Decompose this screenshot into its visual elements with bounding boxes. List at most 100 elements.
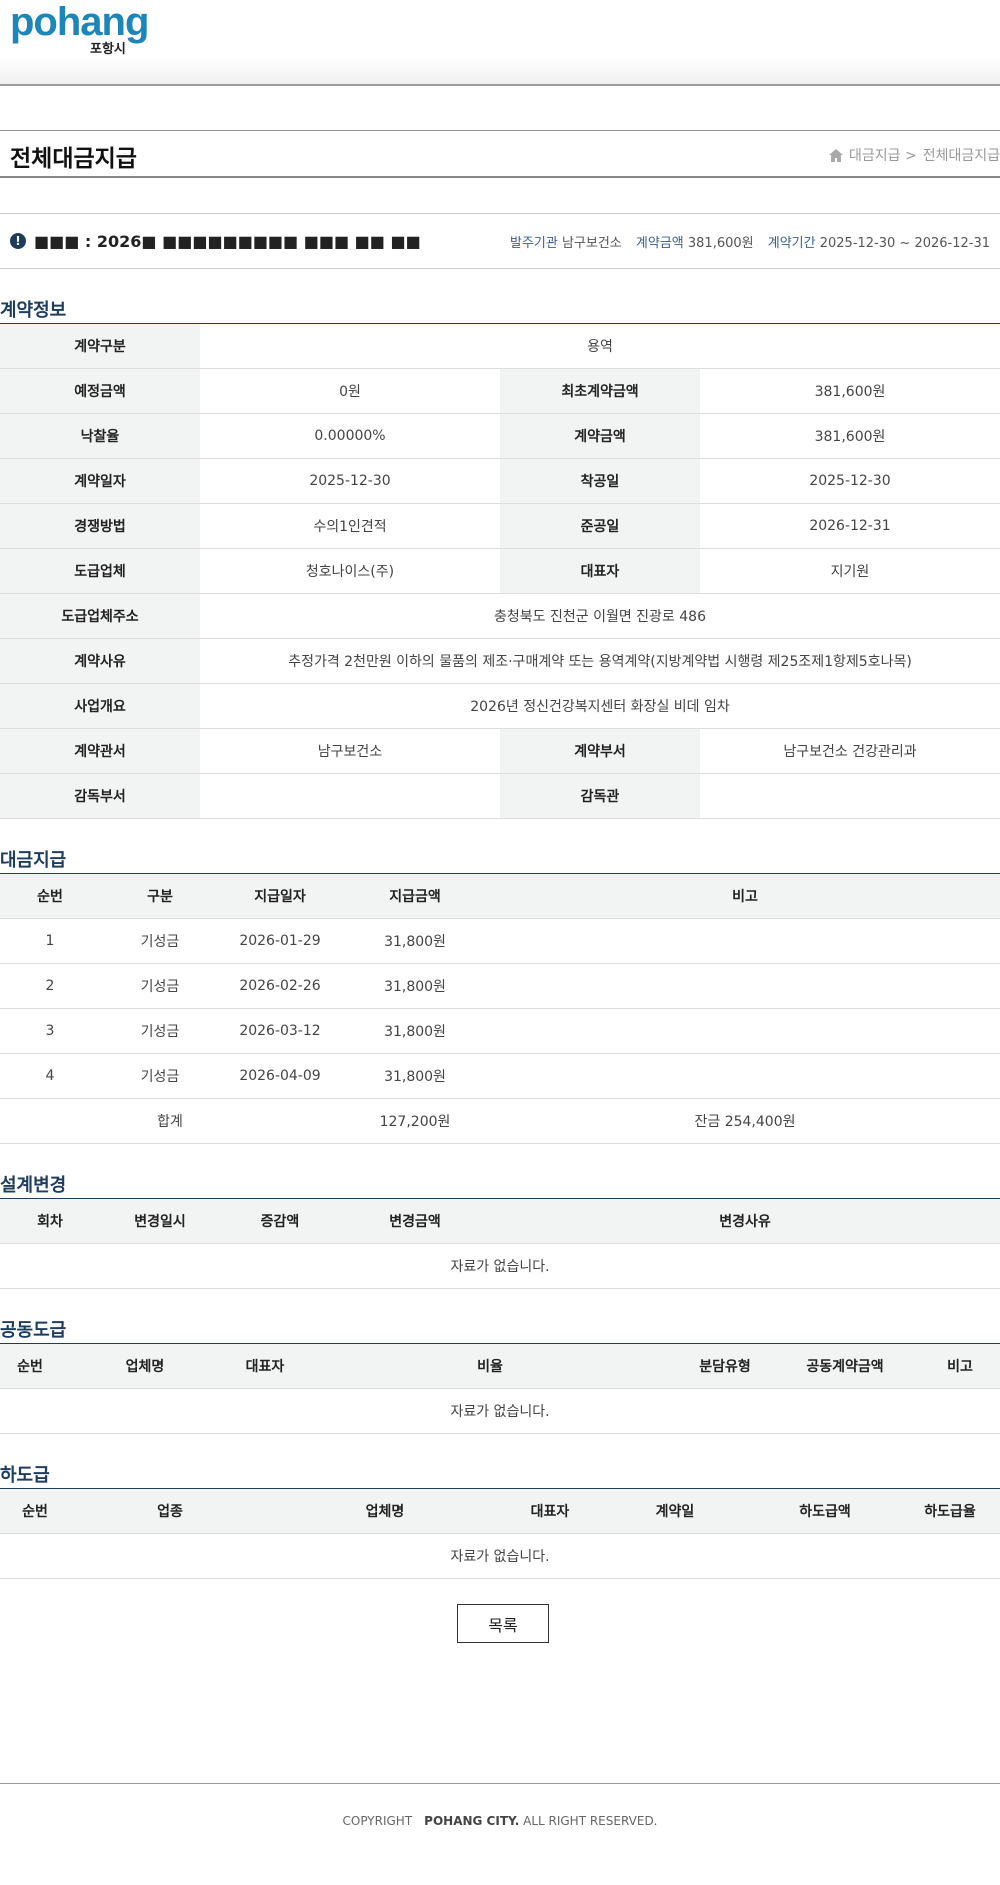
field-label: 최초계약금액 xyxy=(500,368,700,414)
field-value: 2025-12-30 xyxy=(200,458,500,504)
table-cell xyxy=(490,1053,1000,1099)
table-cell: 3 xyxy=(0,1008,100,1054)
table-cell: 31,800원 xyxy=(340,1053,490,1099)
field-value xyxy=(200,773,500,819)
column-header: 계약일 xyxy=(600,1488,750,1534)
column-header: 변경금액 xyxy=(340,1198,490,1244)
field-label: 낙찰율 xyxy=(0,413,200,459)
column-header: 비율 xyxy=(300,1343,680,1389)
field-value: 381,600원 xyxy=(700,368,1000,414)
column-header: 비고 xyxy=(920,1343,1000,1389)
column-header: 지급금액 xyxy=(340,873,490,919)
table-row: 경쟁방법 수의1인견적 준공일 2026-12-31 xyxy=(0,503,1000,549)
column-header: 지급일자 xyxy=(220,873,340,919)
empty-message: 자료가 없습니다. xyxy=(0,1243,1000,1289)
field-value: 청호나이스(주) xyxy=(200,548,500,594)
column-header: 순번 xyxy=(0,873,100,919)
table-row: 계약일자 2025-12-30 착공일 2025-12-30 xyxy=(0,458,1000,504)
table-cell: 2026-02-26 xyxy=(220,963,340,1009)
column-header: 구분 xyxy=(100,873,220,919)
table-row: 계약사유 추정가격 2천만원 이하의 물품의 제조·구매계약 또는 용역계약(지방… xyxy=(0,638,1000,684)
column-header: 업체명 xyxy=(270,1488,500,1534)
breadcrumb-current: 전체대금지급 xyxy=(922,148,1000,164)
table-cell: 1 xyxy=(0,918,100,964)
field-label: 감독부서 xyxy=(0,773,200,819)
page-title-bar: 전체대금지급 대금지급 > 전체대금지급 xyxy=(0,130,1000,178)
field-label: 경쟁방법 xyxy=(0,503,200,549)
balance-amount: 잔금 254,400원 xyxy=(490,1098,1000,1144)
column-header: 순번 xyxy=(0,1488,70,1534)
field-label: 도급업체주소 xyxy=(0,593,200,639)
breadcrumb-item[interactable]: 대금지급 > xyxy=(849,148,917,164)
table-cell xyxy=(490,1008,1000,1054)
table-row: 계약구분 용역 xyxy=(0,323,1000,369)
column-header: 순번 xyxy=(0,1343,60,1389)
empty-message: 자료가 없습니다. xyxy=(0,1533,1000,1579)
table-cell: 2026-04-09 xyxy=(220,1053,340,1099)
contract-summary: ! ■■■ : 2026■ ■■■■■■■■■ ■■■ ■■ ■■ 발주기관 남… xyxy=(0,213,1000,269)
table-row: 2 기성금 2026-02-26 31,800원 xyxy=(0,963,1000,1009)
table-row: 감독부서 감독관 xyxy=(0,773,1000,819)
field-value: 2026-12-31 xyxy=(700,503,1000,549)
section-heading-sub: 하도급 xyxy=(0,1465,50,1486)
table-cell: 기성금 xyxy=(100,963,220,1009)
field-label: 계약금액 xyxy=(500,413,700,459)
column-header: 분담유형 xyxy=(680,1343,770,1389)
field-label: 계약구분 xyxy=(0,323,200,369)
table-cell: 31,800원 xyxy=(340,963,490,1009)
field-label: 예정금액 xyxy=(0,368,200,414)
contract-meta: 발주기관 남구보건소 계약금액 381,600원 계약기간 2025-12-30… xyxy=(509,235,990,251)
table-row: 낙찰율 0.00000% 계약금액 381,600원 xyxy=(0,413,1000,459)
field-value: 추정가격 2천만원 이하의 물품의 제조·구매계약 또는 용역계약(지방계약법 … xyxy=(200,638,1000,684)
contract-info-table: 계약구분 용역 예정금액 0원 최초계약금액 381,600원 낙찰율 0.00000% 계약금… xyxy=(0,323,1000,819)
field-label: 도급업체 xyxy=(0,548,200,594)
table-cell: 4 xyxy=(0,1053,100,1099)
footer: COPYRIGHT POHANG CITY. ALL RIGHT RESERVED… xyxy=(0,1783,1000,1885)
column-header: 공동계약금액 xyxy=(770,1343,920,1389)
table-cell: 31,800원 xyxy=(340,918,490,964)
field-label: 계약관서 xyxy=(0,728,200,774)
alert-icon: ! xyxy=(10,233,26,249)
empty-message: 자료가 없습니다. xyxy=(0,1388,1000,1434)
field-value: 충청북도 진천군 이월면 진광로 486 xyxy=(200,593,1000,639)
table-row: 3 기성금 2026-03-12 31,800원 xyxy=(0,1008,1000,1054)
field-label: 계약일자 xyxy=(0,458,200,504)
design-change-table: 회차 변경일시 증감액 변경금액 변경사유 자료가 없습니다. xyxy=(0,1198,1000,1289)
column-header: 하도급액 xyxy=(750,1488,900,1534)
pohang-logo[interactable]: pohang 포항시 xyxy=(10,0,149,57)
total-amount: 127,200원 xyxy=(340,1098,490,1144)
table-row: 도급업체주소 충청북도 진천군 이월면 진광로 486 xyxy=(0,593,1000,639)
field-value: 0.00000% xyxy=(200,413,500,459)
column-header: 하도급율 xyxy=(900,1488,1000,1534)
home-icon[interactable] xyxy=(829,148,844,162)
table-cell xyxy=(490,963,1000,1009)
field-value: 남구보건소 xyxy=(200,728,500,774)
table-row: 자료가 없습니다. xyxy=(0,1388,1000,1434)
table-cell: 기성금 xyxy=(100,918,220,964)
field-value: 수의1인견적 xyxy=(200,503,500,549)
section-heading-joint: 공동도급 xyxy=(0,1320,67,1341)
column-header: 대표자 xyxy=(500,1488,600,1534)
column-header: 대표자 xyxy=(230,1343,300,1389)
field-label: 사업개요 xyxy=(0,683,200,729)
table-cell: 기성금 xyxy=(100,1008,220,1054)
field-value: 남구보건소 건강관리과 xyxy=(700,728,1000,774)
column-header: 회차 xyxy=(0,1198,100,1244)
table-cell: 2026-03-12 xyxy=(220,1008,340,1054)
contract-title-group: ! ■■■ : 2026■ ■■■■■■■■■ ■■■ ■■ ■■ xyxy=(10,232,480,251)
field-label: 계약부서 xyxy=(500,728,700,774)
field-value xyxy=(700,773,1000,819)
table-row: 사업개요 2026년 정신건강복지센터 화장실 비데 임차 xyxy=(0,683,1000,729)
column-header: 증감액 xyxy=(220,1198,340,1244)
table-row: 자료가 없습니다. xyxy=(0,1533,1000,1579)
table-cell: 2 xyxy=(0,963,100,1009)
field-label: 준공일 xyxy=(500,503,700,549)
table-cell: 기성금 xyxy=(100,1053,220,1099)
field-value: 용역 xyxy=(200,323,1000,369)
contract-title: ■■■ : 2026■ ■■■■■■■■■ ■■■ ■■ ■■ xyxy=(34,231,421,251)
table-row: 계약관서 남구보건소 계약부서 남구보건소 건강관리과 xyxy=(0,728,1000,774)
list-button[interactable]: 목록 xyxy=(457,1604,549,1643)
field-value: 지기원 xyxy=(700,548,1000,594)
field-value: 2025-12-30 xyxy=(700,458,1000,504)
section-heading-payments: 대금지급 xyxy=(0,850,67,871)
